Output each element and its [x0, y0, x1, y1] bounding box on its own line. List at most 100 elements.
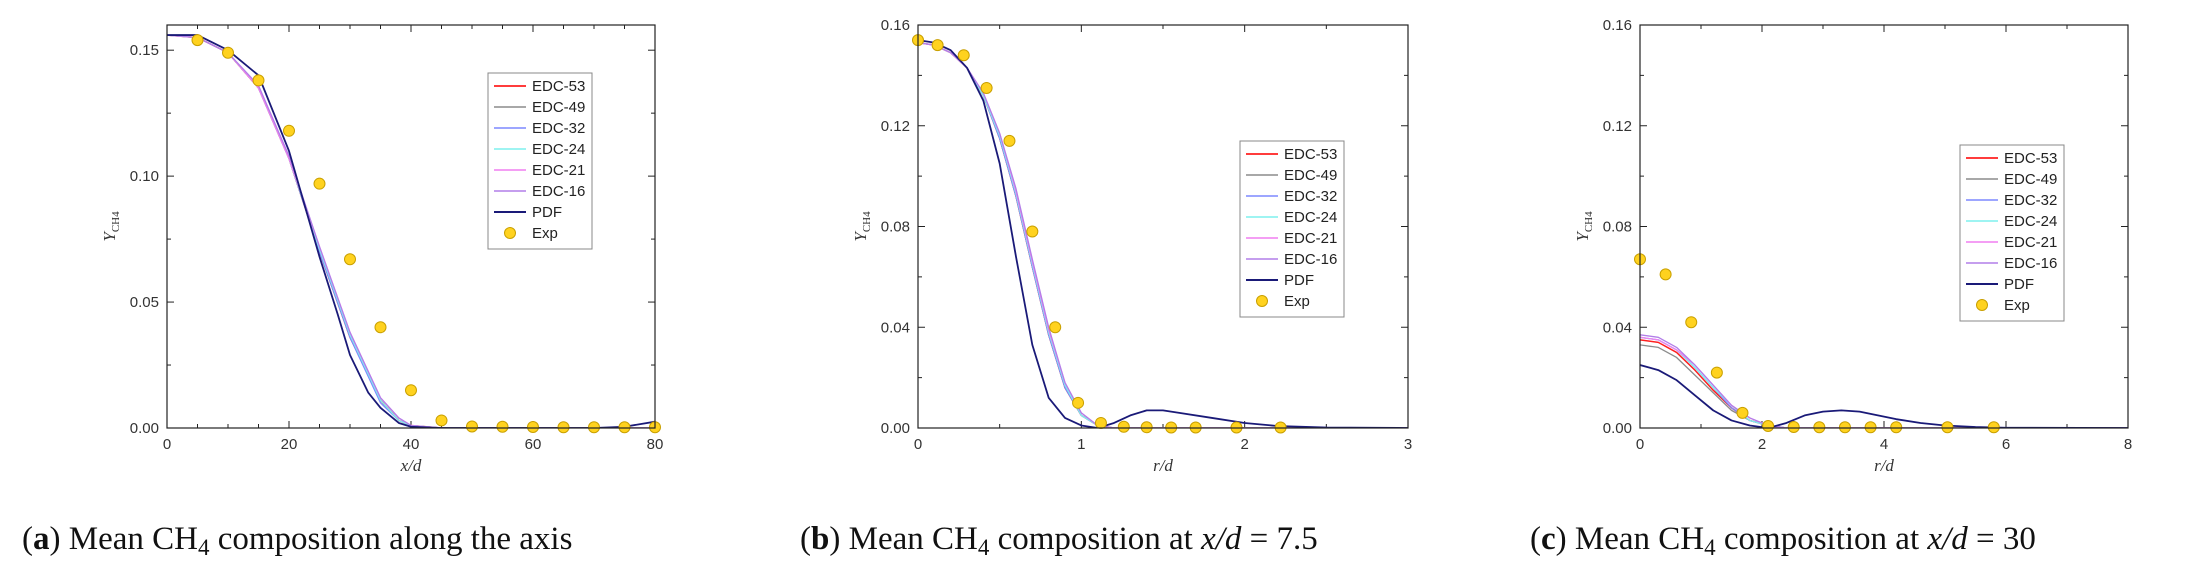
exp-point	[957, 49, 970, 62]
exp-point	[344, 253, 356, 266]
exp-point	[1685, 316, 1698, 329]
x-tick-label: 40	[403, 436, 420, 453]
x-tick-label: 4	[1880, 436, 1888, 453]
y-tick-label: 0.12	[881, 118, 910, 135]
caption-letter: a	[33, 521, 50, 557]
exp-point	[222, 46, 234, 59]
x-axis-label: r/d	[1153, 456, 1173, 475]
legend-label-edc-24: EDC-24	[2004, 213, 2057, 230]
legend-label-edc-21: EDC-21	[1284, 230, 1337, 247]
y-tick-label: 0.12	[1603, 118, 1632, 135]
caption-value: = 30	[1968, 521, 2036, 557]
y-tick-label: 0.08	[1603, 219, 1632, 236]
plot-frame	[166, 24, 656, 429]
exp-point	[980, 81, 993, 94]
panel-b: 0 1 2 30.000.040.080.120.16r/dYCH4EDC-53EDC…	[800, 17, 1412, 560]
exp-point	[1864, 421, 1877, 434]
y-axis-label: YCH4	[100, 211, 122, 242]
x-tick-label: 0	[1636, 436, 1644, 453]
y-tick-label: 0.05	[130, 294, 159, 311]
exp-point	[1049, 321, 1062, 334]
panel-caption: (c) Mean CH4 composition at x/d = 30	[1530, 521, 2036, 560]
x-tick-label: 6	[2002, 436, 2010, 453]
legend-label-pdf: PDF	[1284, 272, 1314, 289]
y-axis-label-main: Y	[1573, 231, 1592, 242]
legend-label-edc-24: EDC-24	[532, 141, 585, 158]
panel-c: 0 2 4 6 80.000.040.080.120.16r/dYCH4EDC-53ED…	[1530, 17, 2132, 560]
caption-text: Mean CH	[840, 521, 977, 557]
x-tick-label: 80	[647, 436, 664, 453]
exp-points	[912, 34, 1287, 434]
series-line-pdf	[167, 34, 655, 428]
legend-label-edc-49: EDC-49	[532, 99, 585, 116]
legend-label-exp: Exp	[1284, 293, 1310, 310]
legend-label-edc-49: EDC-49	[1284, 167, 1337, 184]
exp-point	[1890, 421, 1903, 434]
caption-variable: x/d	[1200, 521, 1242, 557]
x-tick-label: 2	[1758, 436, 1766, 453]
legend-swatch-exp	[1256, 295, 1268, 307]
legend: EDC-53 EDC-49 EDC-32 EDC-24 EDC-21 EDC-16 PDF E…	[487, 72, 593, 250]
exp-point	[1026, 225, 1039, 238]
y-tick-label: 0.16	[1603, 17, 1632, 34]
x-tick-label: 60	[525, 436, 542, 453]
panel-a: 0 20 40 60 800.000.050.100.15x/dYCH4EDC-53ED…	[22, 24, 664, 560]
y-axis-label-main: Y	[851, 231, 870, 242]
legend: EDC-53 EDC-49 EDC-32 EDC-24 EDC-21 EDC-16 PDF E…	[1959, 144, 2065, 322]
exp-point	[931, 39, 944, 52]
caption-paren-close: )	[829, 521, 840, 557]
exp-point	[1813, 421, 1826, 434]
y-axis-label-sub: CH4	[861, 211, 873, 232]
y-axis-label: YCH4	[1573, 211, 1595, 242]
y-tick-label: 0.04	[881, 319, 910, 336]
exp-point	[618, 421, 631, 434]
caption-paren-open: (	[1530, 521, 1541, 557]
plot-frame	[917, 24, 1409, 429]
caption-subscript: 4	[978, 535, 990, 560]
caption-variable: x/d	[1926, 521, 1968, 557]
series-lines	[918, 39, 1408, 428]
legend: EDC-53 EDC-49 EDC-32 EDC-24 EDC-21 EDC-16 PDF E…	[1239, 140, 1345, 318]
exp-point	[313, 177, 326, 190]
legend-label-edc-32: EDC-32	[2004, 192, 2057, 209]
exp-point	[1941, 421, 1954, 434]
exp-point	[252, 74, 265, 87]
legend-label-edc-16: EDC-16	[532, 183, 585, 200]
legend-label-edc-53: EDC-53	[1284, 146, 1337, 163]
x-tick-label: 0	[914, 436, 922, 453]
x-axis-label: x/d	[400, 456, 422, 475]
caption-subscript: 4	[198, 535, 210, 560]
x-axis-label: r/d	[1874, 456, 1894, 475]
y-axis-label-sub: CH4	[110, 211, 122, 232]
legend-box	[1239, 140, 1345, 318]
legend-box	[487, 72, 593, 250]
x-tick-label: 0	[163, 436, 171, 453]
y-axis-label-sub: CH4	[1583, 211, 1595, 232]
x-tick-label: 20	[281, 436, 298, 453]
exp-point	[557, 421, 570, 434]
exp-point	[1659, 268, 1672, 281]
exp-point	[374, 321, 387, 334]
exp-point	[405, 384, 417, 397]
exp-point	[1787, 420, 1800, 433]
exp-point	[1710, 366, 1723, 379]
x-tick-label: 2	[1240, 436, 1248, 453]
y-tick-label: 0.16	[881, 17, 910, 34]
exp-point	[1072, 396, 1085, 409]
exp-point	[191, 34, 204, 47]
exp-point	[283, 124, 295, 137]
legend-label-pdf: PDF	[2004, 276, 2034, 293]
exp-point	[435, 414, 448, 427]
exp-point	[1987, 421, 2000, 434]
series-line-edc-16	[167, 34, 655, 428]
legend-label-edc-32: EDC-32	[532, 120, 585, 137]
legend-label-edc-49: EDC-49	[2004, 171, 2057, 188]
y-axis-label-main: Y	[100, 231, 119, 242]
x-tick-label: 1	[1077, 436, 1085, 453]
caption-paren-close: )	[1556, 521, 1567, 557]
legend-swatch-exp	[1976, 299, 1988, 311]
caption-text-post: composition at	[989, 521, 1201, 557]
y-tick-label: 0.10	[130, 168, 159, 185]
legend-label-edc-53: EDC-53	[532, 78, 585, 95]
